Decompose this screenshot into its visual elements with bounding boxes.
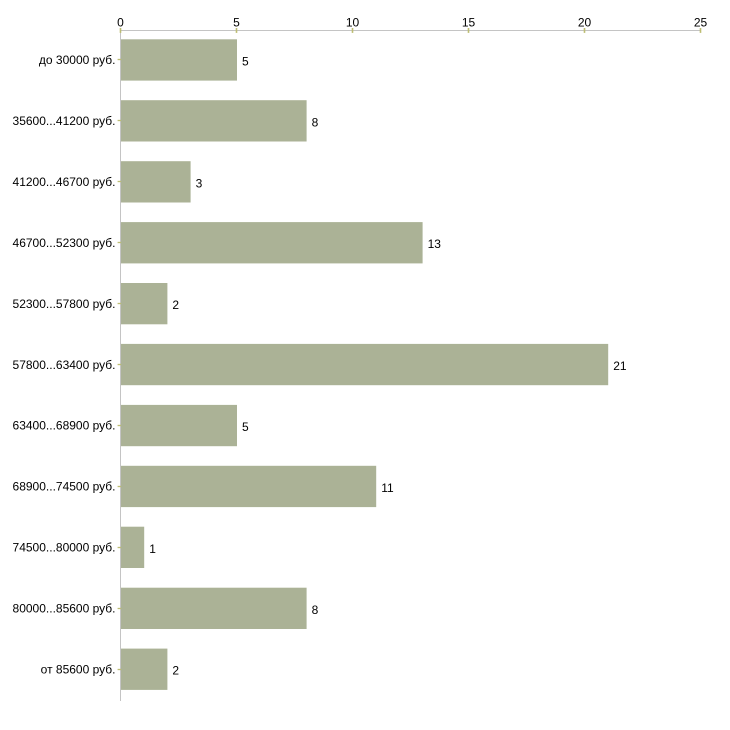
svg-text:68900...74500 руб.: 68900...74500 руб. bbox=[13, 480, 116, 494]
svg-text:35600...41200 руб.: 35600...41200 руб. bbox=[13, 114, 116, 128]
svg-text:10: 10 bbox=[346, 15, 360, 29]
svg-text:80000...85600 руб.: 80000...85600 руб. bbox=[13, 602, 116, 616]
svg-text:57800...63400 руб.: 57800...63400 руб. bbox=[13, 358, 116, 372]
svg-text:до 30000 руб.: до 30000 руб. bbox=[39, 53, 116, 67]
svg-text:11: 11 bbox=[381, 481, 394, 495]
svg-text:8: 8 bbox=[312, 603, 319, 617]
svg-text:15: 15 bbox=[462, 15, 476, 29]
svg-text:5: 5 bbox=[242, 54, 249, 68]
svg-text:5: 5 bbox=[242, 420, 249, 434]
svg-text:46700...52300 руб.: 46700...52300 руб. bbox=[13, 236, 116, 250]
svg-text:2: 2 bbox=[172, 664, 179, 678]
svg-text:21: 21 bbox=[613, 359, 627, 373]
svg-text:2: 2 bbox=[172, 298, 179, 312]
svg-text:52300...57800 руб.: 52300...57800 руб. bbox=[13, 297, 116, 311]
svg-text:41200...46700 руб.: 41200...46700 руб. bbox=[13, 175, 116, 189]
svg-text:1: 1 bbox=[149, 542, 156, 556]
svg-text:3: 3 bbox=[196, 176, 203, 190]
svg-text:8: 8 bbox=[312, 115, 319, 129]
svg-text:от 85600 руб.: от 85600 руб. bbox=[41, 662, 116, 676]
svg-text:5: 5 bbox=[233, 15, 240, 29]
svg-text:63400...68900 руб.: 63400...68900 руб. bbox=[13, 419, 116, 433]
svg-text:20: 20 bbox=[578, 15, 592, 29]
svg-text:13: 13 bbox=[428, 237, 442, 251]
svg-text:0: 0 bbox=[117, 15, 124, 29]
svg-text:74500...80000 руб.: 74500...80000 руб. bbox=[13, 541, 116, 555]
svg-text:25: 25 bbox=[694, 15, 708, 29]
